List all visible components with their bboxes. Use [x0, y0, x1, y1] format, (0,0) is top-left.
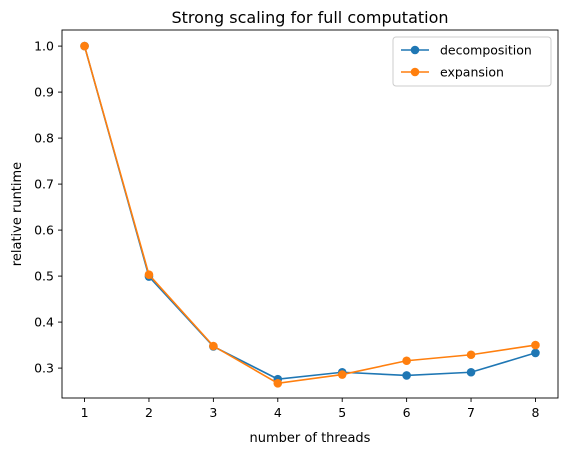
legend-marker — [410, 45, 420, 55]
y-axis-label: relative runtime — [10, 162, 25, 266]
series-line — [83, 45, 536, 385]
series-expansion — [80, 41, 540, 388]
data-point — [337, 370, 347, 379]
x-tick-label: 3 — [209, 405, 217, 420]
plot-frame — [61, 29, 559, 399]
data-point — [402, 356, 411, 366]
data-point — [531, 340, 540, 350]
data-point — [273, 378, 283, 388]
x-tick-label: 6 — [403, 405, 411, 420]
y-tick-label: 0.5 — [34, 269, 54, 284]
y-tick-label: 0.4 — [34, 315, 54, 330]
data-point — [209, 341, 218, 351]
data-point — [531, 348, 540, 358]
series-decomposition — [80, 41, 540, 384]
data-point — [466, 367, 476, 377]
chart-title: Strong scaling for full computation — [171, 8, 448, 27]
x-ticks: 1 2 3 4 5 6 7 8 — [81, 398, 539, 420]
legend-entry: decomposition — [401, 43, 532, 58]
x-tick-label: 1 — [81, 405, 89, 420]
legend-entry: expansion — [401, 65, 504, 80]
data-point — [80, 41, 89, 51]
legend-label: decomposition — [440, 43, 532, 58]
legend: decomposition expansion — [392, 36, 552, 87]
y-tick-label: 0.8 — [34, 131, 54, 146]
series-line — [83, 45, 536, 380]
y-ticks: 0.3 0.4 0.5 0.6 0.7 0.8 0.9 1.0 — [34, 39, 62, 376]
data-point — [402, 371, 411, 380]
data-point — [144, 270, 154, 280]
x-tick-label: 4 — [274, 405, 282, 420]
y-tick-label: 1.0 — [34, 39, 54, 54]
y-tick-label: 0.7 — [34, 177, 54, 192]
y-tick-label: 0.9 — [34, 85, 54, 100]
data-point — [466, 350, 476, 360]
x-tick-label: 2 — [145, 405, 153, 420]
y-tick-label: 0.6 — [34, 223, 54, 238]
legend-marker — [410, 67, 420, 77]
x-tick-label: 8 — [531, 405, 539, 420]
series-lines — [80, 41, 540, 388]
x-axis-label: number of threads — [250, 431, 371, 446]
legend-label: expansion — [440, 65, 504, 80]
x-tick-label: 5 — [338, 405, 346, 420]
legend-box — [392, 36, 552, 87]
x-tick-label: 7 — [467, 405, 475, 420]
y-tick-label: 0.3 — [34, 361, 54, 376]
